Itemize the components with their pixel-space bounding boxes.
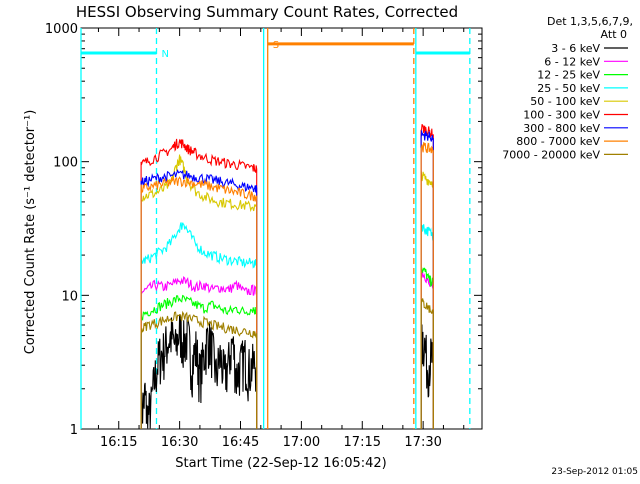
series-line-3 xyxy=(140,222,258,429)
series-line-7 xyxy=(420,142,434,429)
x-tick-label: 16:30 xyxy=(161,435,198,450)
series-line-6 xyxy=(140,169,258,429)
x-tick-label: 16:45 xyxy=(222,435,259,450)
legend-label: 3 - 6 keV xyxy=(551,42,600,55)
y-tick-label: 10 xyxy=(61,289,78,304)
x-tick-label: 16:15 xyxy=(100,435,137,450)
x-tick-label: 17:00 xyxy=(283,435,320,450)
series-line-3 xyxy=(420,224,434,429)
legend-label: 800 - 7000 keV xyxy=(516,135,600,148)
legend-label: 300 - 800 keV xyxy=(523,122,600,135)
y-tick-label: 100 xyxy=(53,156,78,171)
y-tick-label: 1000 xyxy=(45,22,78,37)
x-axis-label: Start Time (22-Sep-12 16:05:42) xyxy=(175,456,386,471)
legend-label: 12 - 25 keV xyxy=(537,69,600,82)
series-line-0 xyxy=(420,324,434,429)
legend-label: 25 - 50 keV xyxy=(537,82,600,95)
legend-label: 100 - 300 keV xyxy=(523,109,600,122)
y-tick-label: 1 xyxy=(70,423,78,438)
series-line-8 xyxy=(140,310,258,429)
legend-header-line-2: Att 0 xyxy=(601,28,627,41)
series-line-8 xyxy=(420,298,434,429)
footer-timestamp: 23-Sep-2012 01:05 xyxy=(551,467,638,477)
series-line-5 xyxy=(140,138,258,429)
series-line-4 xyxy=(420,171,434,429)
y-axis-label: Corrected Count Rate (s⁻¹ detector⁻¹) xyxy=(23,110,38,355)
legend-label: 7000 - 20000 keV xyxy=(502,148,600,161)
plot-area: 16:15 16:30 16:45 17:00 17:15 17:30 1 10 100 1000… xyxy=(45,22,483,450)
chart-title: HESSI Observing Summary Count Rates, Cor… xyxy=(76,3,458,21)
event-flag-label: S xyxy=(273,40,279,51)
series-line-6 xyxy=(420,130,434,429)
series-line-7 xyxy=(140,176,258,429)
series-line-1 xyxy=(140,276,258,429)
series-line-2 xyxy=(420,267,434,429)
legend-header-line-1: Det 1,3,5,6,7,9, xyxy=(547,15,633,28)
event-flag-label: N xyxy=(161,49,168,60)
series-line-2 xyxy=(140,294,258,429)
series-line-0 xyxy=(140,314,258,429)
x-tick-label: 17:30 xyxy=(404,435,441,450)
legend-label: 6 - 12 keV xyxy=(544,55,600,68)
x-tick-label: 17:15 xyxy=(344,435,381,450)
legend-label: 50 - 100 keV xyxy=(530,95,600,108)
